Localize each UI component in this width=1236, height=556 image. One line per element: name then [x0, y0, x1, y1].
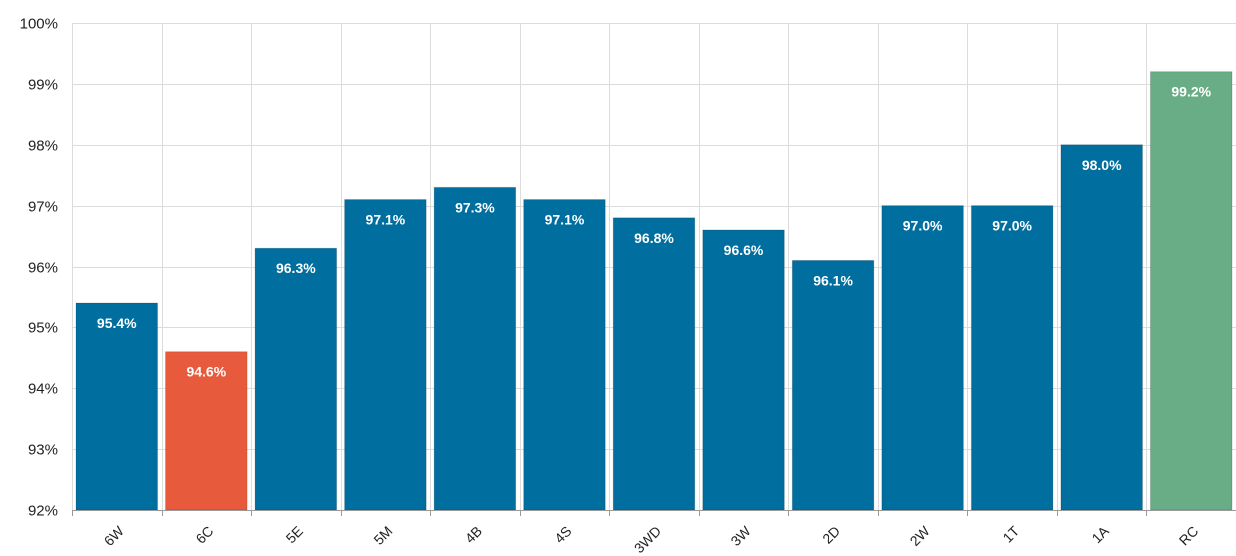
x-tick-label: 2W: [907, 522, 934, 549]
bar: [881, 205, 964, 511]
x-tick-label: RC: [1176, 523, 1202, 549]
bar: [75, 302, 159, 511]
bar: [612, 217, 696, 511]
x-tick-label: 4B: [462, 523, 485, 546]
data-label: 97.0%: [903, 218, 943, 234]
data-label: 96.3%: [276, 260, 316, 276]
y-tick-label: 97%: [28, 199, 58, 216]
x-tick-label: 4S: [551, 523, 574, 546]
data-label: 96.1%: [813, 272, 853, 288]
x-tick-label: 5E: [283, 523, 306, 546]
bar: [1149, 71, 1233, 511]
x-tick-label: 5M: [370, 523, 395, 548]
bar: [254, 247, 338, 511]
data-label: 94.6%: [186, 364, 226, 380]
bar: [702, 229, 785, 511]
y-tick-label: 96%: [28, 260, 58, 277]
x-tick-label: 6W: [101, 522, 128, 549]
y-tick-label: 94%: [28, 381, 58, 398]
data-label: 97.1%: [545, 212, 585, 228]
x-tick-label: 3W: [727, 522, 754, 549]
axes: [72, 510, 1236, 516]
bar: [344, 199, 427, 511]
bar: [433, 186, 517, 511]
y-tick-label: 100%: [20, 16, 58, 33]
data-label: 95.4%: [97, 315, 137, 331]
x-tick-label: 1A: [1088, 522, 1112, 546]
y-tick-label: 95%: [28, 320, 58, 337]
data-label: 97.0%: [992, 218, 1032, 234]
x-tick-label: 3WD: [631, 523, 664, 556]
data-label: 97.3%: [455, 199, 495, 215]
x-tick-label: 1T: [999, 522, 1022, 545]
data-label: 99.2%: [1171, 84, 1211, 100]
data-label: 96.6%: [724, 242, 764, 258]
data-label: 98.0%: [1082, 157, 1122, 173]
gridlines: [72, 23, 1236, 511]
y-tick-label: 93%: [28, 442, 58, 459]
bar: [791, 259, 875, 511]
bar: [970, 205, 1054, 511]
x-tick-label: 6C: [192, 523, 216, 547]
x-tick-label: 2D: [819, 523, 843, 547]
bar: [523, 199, 606, 511]
bar: [1060, 144, 1143, 511]
y-tick-label: 92%: [28, 503, 58, 520]
bars: [75, 71, 1233, 511]
y-tick-label: 98%: [28, 138, 58, 155]
data-label: 96.8%: [634, 230, 674, 246]
data-label: 97.1%: [366, 212, 406, 228]
y-tick-label: 99%: [28, 77, 58, 94]
